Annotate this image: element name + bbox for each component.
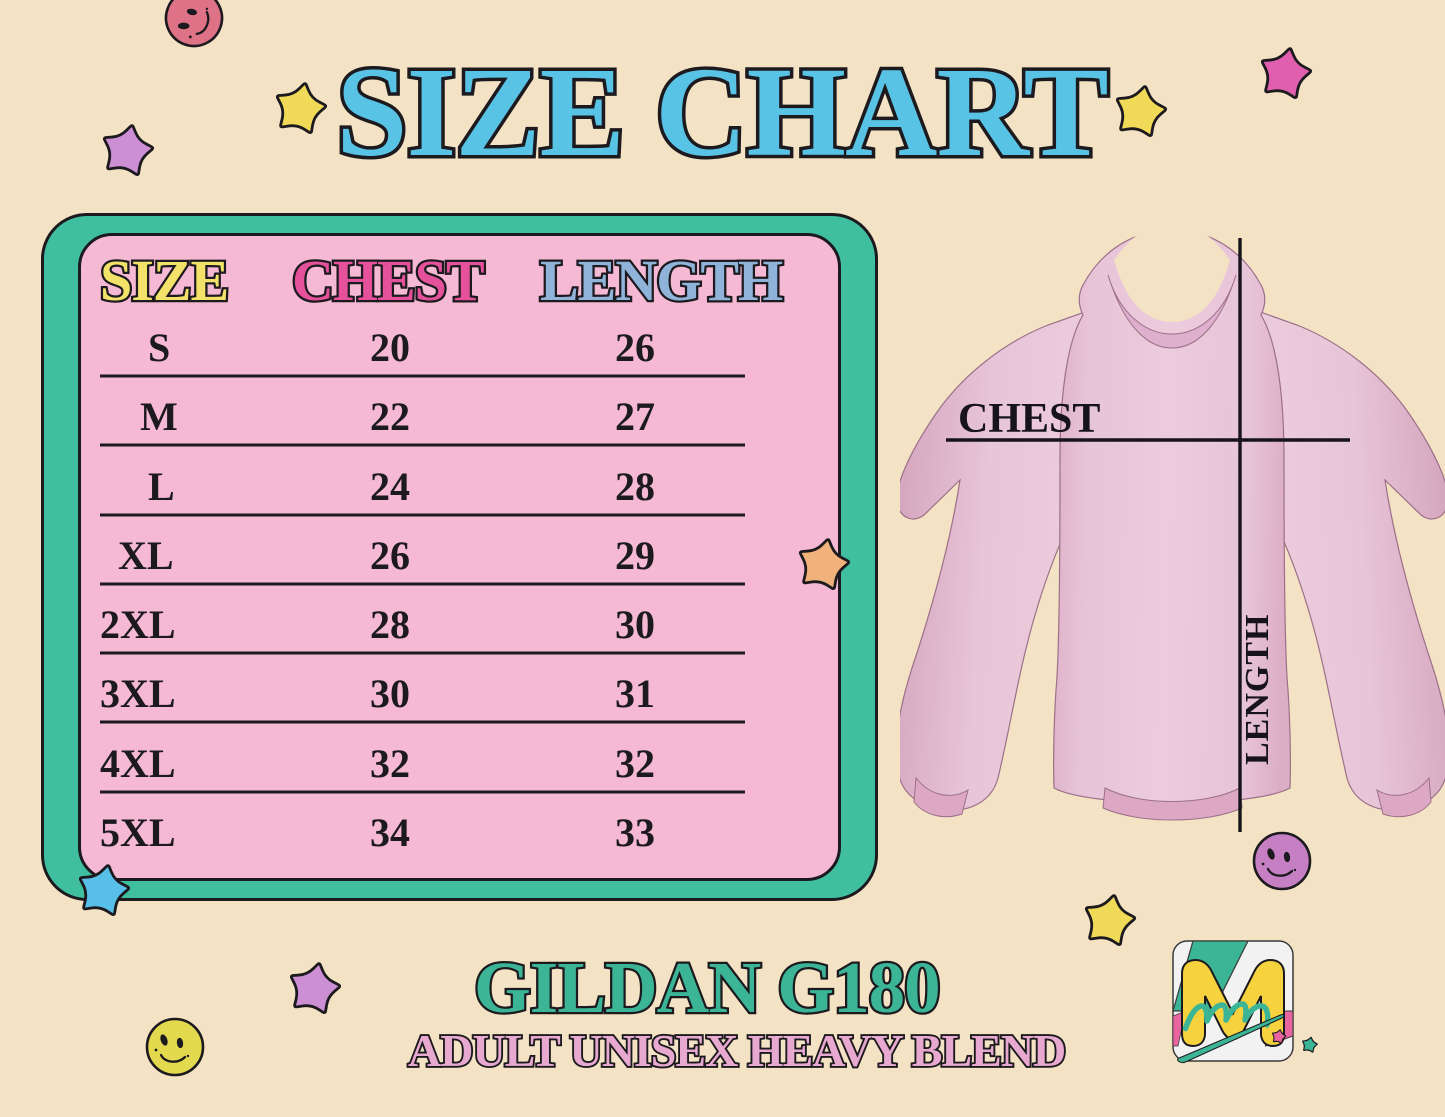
- svg-text:CHEST: CHEST: [958, 396, 1100, 442]
- svg-text:LENGTH: LENGTH: [1239, 614, 1276, 765]
- svg-text:SIZE CHART: SIZE CHART: [336, 41, 1108, 183]
- svg-text:GILDAN G180: GILDAN G180: [474, 947, 940, 1028]
